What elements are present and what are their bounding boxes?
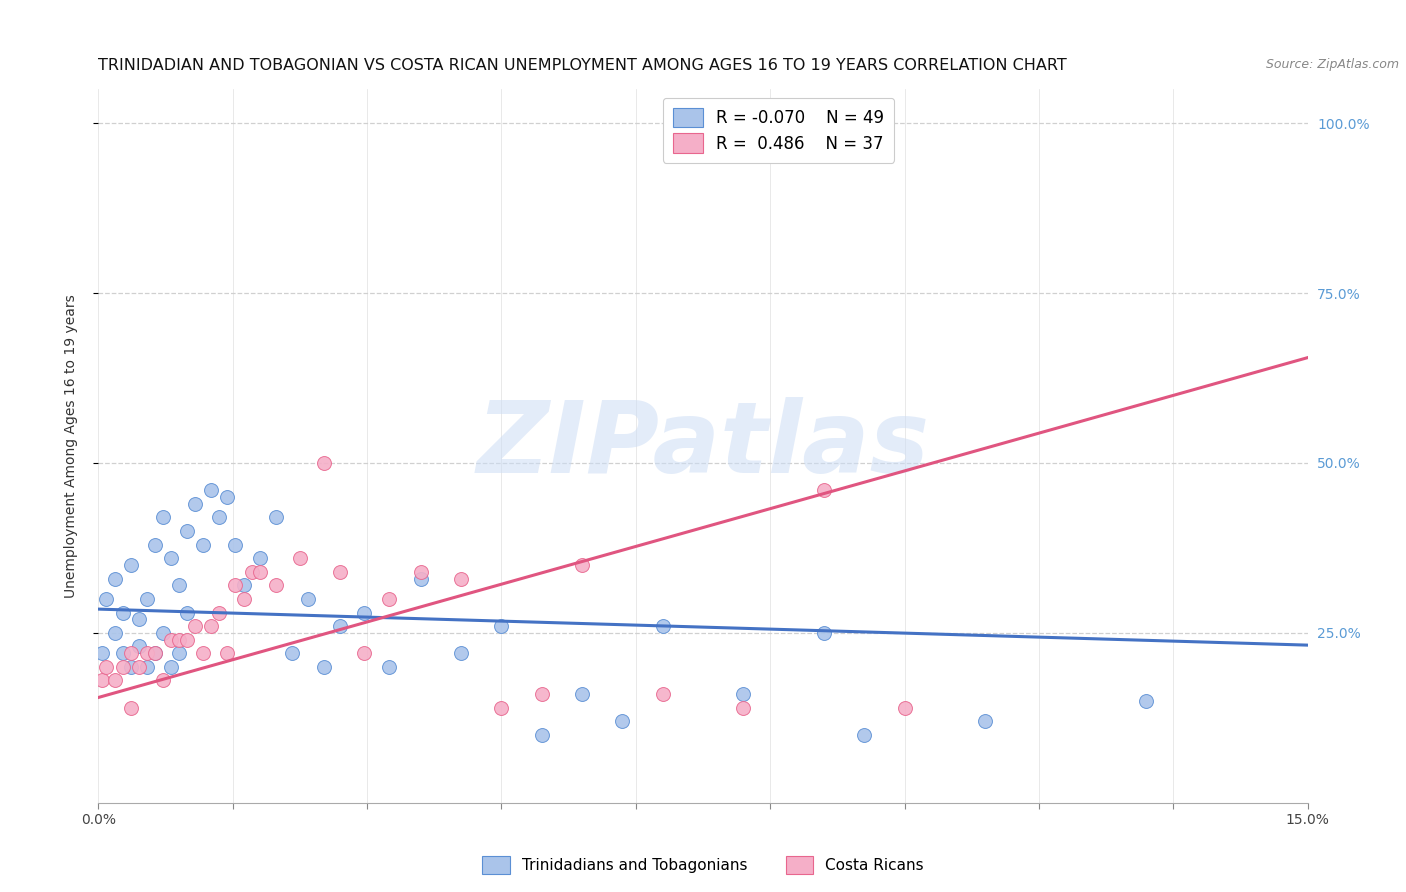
Point	[176, 632, 198, 647]
Point	[893, 700, 915, 714]
Point	[120, 660, 142, 674]
Point	[200, 619, 222, 633]
Point	[128, 660, 150, 674]
Y-axis label: Unemployment Among Ages 16 to 19 years: Unemployment Among Ages 16 to 19 years	[63, 294, 77, 598]
Point	[353, 606, 375, 620]
Point	[143, 646, 166, 660]
Point	[813, 626, 835, 640]
Point	[167, 632, 190, 647]
Point	[612, 714, 634, 729]
Point	[184, 497, 207, 511]
Point	[111, 646, 134, 660]
Point	[297, 591, 319, 606]
Point	[571, 687, 593, 701]
Point	[377, 591, 399, 606]
Point	[232, 578, 254, 592]
Point	[249, 551, 271, 566]
Point	[120, 558, 142, 572]
Point	[103, 673, 125, 688]
Point	[120, 700, 142, 714]
Point	[281, 646, 304, 660]
Point	[329, 565, 352, 579]
Point	[377, 660, 399, 674]
Point	[91, 673, 114, 688]
Point	[91, 646, 114, 660]
Point	[160, 551, 183, 566]
Point	[651, 619, 673, 633]
Point	[193, 646, 215, 660]
Point	[813, 483, 835, 498]
Point	[152, 626, 174, 640]
Point	[571, 558, 593, 572]
Text: TRINIDADIAN AND TOBAGONIAN VS COSTA RICAN UNEMPLOYMENT AMONG AGES 16 TO 19 YEARS: TRINIDADIAN AND TOBAGONIAN VS COSTA RICA…	[98, 58, 1067, 73]
Point	[217, 646, 239, 660]
Point	[1135, 694, 1157, 708]
Point	[491, 700, 513, 714]
Point	[409, 565, 432, 579]
Point	[249, 565, 271, 579]
Point	[853, 728, 876, 742]
Point	[224, 537, 246, 551]
Point	[103, 572, 125, 586]
Point	[288, 551, 311, 566]
Point	[974, 714, 997, 729]
Point	[224, 578, 246, 592]
Point	[111, 660, 134, 674]
Point	[450, 572, 472, 586]
Point	[143, 646, 166, 660]
Point	[530, 687, 553, 701]
Point	[409, 572, 432, 586]
Point	[128, 640, 150, 654]
Point	[167, 578, 190, 592]
Point	[217, 490, 239, 504]
Point	[96, 660, 118, 674]
Point	[176, 606, 198, 620]
Point	[128, 612, 150, 626]
Point	[491, 619, 513, 633]
Legend: Trinidadians and Tobagonians, Costa Ricans: Trinidadians and Tobagonians, Costa Rica…	[477, 850, 929, 880]
Point	[96, 591, 118, 606]
Point	[160, 660, 183, 674]
Point	[103, 626, 125, 640]
Point	[152, 510, 174, 524]
Point	[264, 510, 287, 524]
Point	[651, 687, 673, 701]
Point	[135, 660, 157, 674]
Point	[232, 591, 254, 606]
Point	[167, 646, 190, 660]
Point	[314, 456, 336, 470]
Point	[353, 646, 375, 660]
Point	[193, 537, 215, 551]
Point	[200, 483, 222, 498]
Point	[111, 606, 134, 620]
Point	[314, 660, 336, 674]
Point	[160, 632, 183, 647]
Point	[450, 646, 472, 660]
Legend: R = -0.070    N = 49, R =  0.486    N = 37: R = -0.070 N = 49, R = 0.486 N = 37	[662, 97, 894, 162]
Point	[152, 673, 174, 688]
Point	[208, 510, 231, 524]
Point	[120, 646, 142, 660]
Point	[733, 687, 755, 701]
Point	[240, 565, 263, 579]
Point	[143, 537, 166, 551]
Text: Source: ZipAtlas.com: Source: ZipAtlas.com	[1265, 58, 1399, 71]
Point	[329, 619, 352, 633]
Point	[135, 591, 157, 606]
Point	[733, 700, 755, 714]
Point	[184, 619, 207, 633]
Point	[208, 606, 231, 620]
Point	[530, 728, 553, 742]
Text: ZIPatlas: ZIPatlas	[477, 398, 929, 494]
Point	[176, 524, 198, 538]
Point	[264, 578, 287, 592]
Point	[135, 646, 157, 660]
